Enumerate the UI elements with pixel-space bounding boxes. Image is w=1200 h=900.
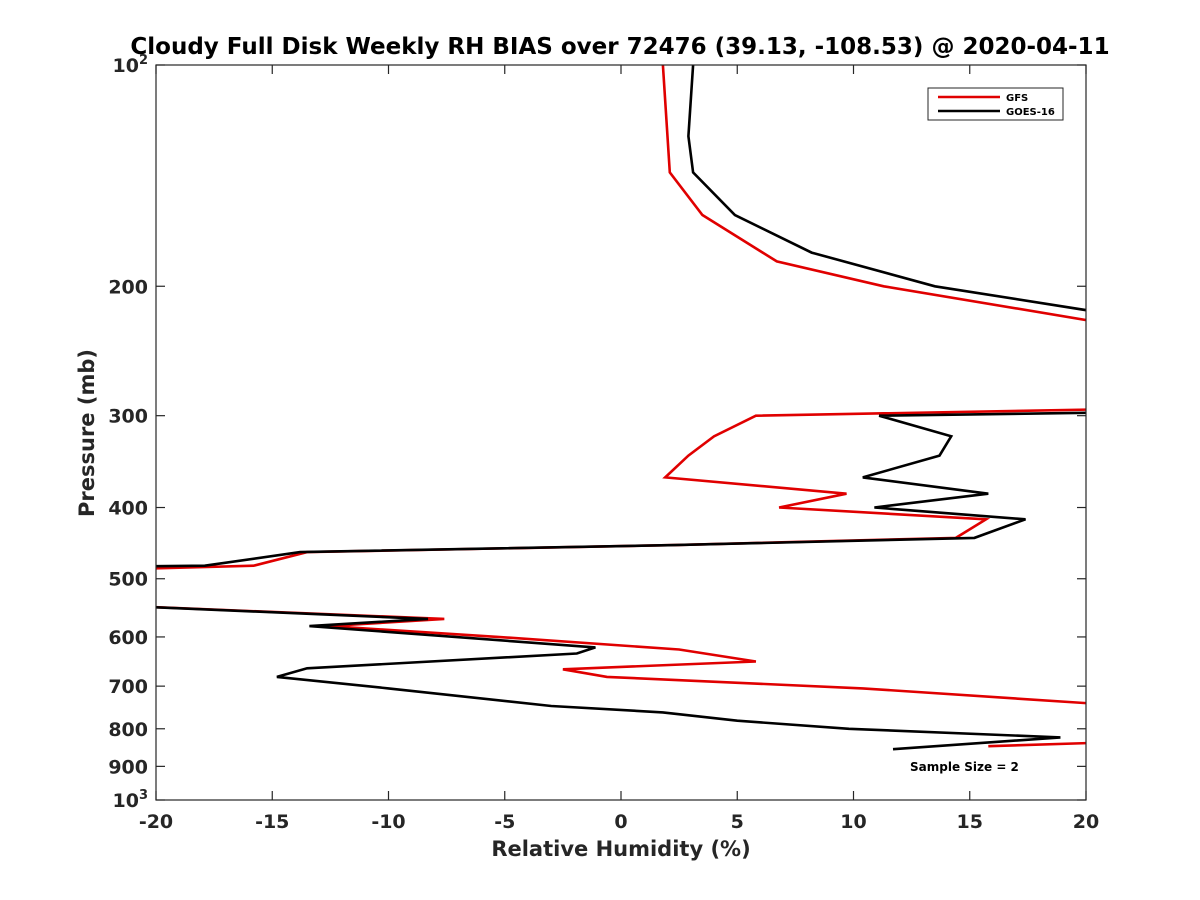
plot-area (156, 65, 1086, 800)
series-gfs-segment-0 (661, 65, 1086, 322)
y-axis: 102 200 300 400 500 600 700 800 900 103 (108, 53, 1086, 812)
x-tick-label: -20 (139, 811, 173, 833)
x-axis: -20 -15 -10 -5 0 5 10 15 20 (139, 65, 1099, 833)
legend-label-goes16: GOES-16 (1006, 107, 1055, 118)
y-tick-label: 800 (108, 719, 148, 741)
legend-label-gfs: GFS (1006, 93, 1028, 104)
legend: GFS GOES-16 (927, 87, 1064, 121)
x-tick-label: 10 (840, 811, 866, 833)
y-tick-label: 400 (108, 498, 148, 520)
y-tick-label: 300 (108, 406, 148, 428)
y-tick-label: 103 (113, 788, 149, 812)
y-axis-label: Pressure (mb) (75, 349, 99, 517)
x-tick-label: -15 (255, 811, 289, 833)
x-tick-label: 5 (731, 811, 744, 833)
y-tick-label: 102 (113, 53, 149, 77)
y-tick-label: 600 (108, 627, 148, 649)
series-gfs-segment-3 (988, 741, 1086, 748)
series-goes16-segment-2 (156, 605, 1061, 751)
legend-box (927, 87, 1064, 121)
chart-title: Cloudy Full Disk Weekly RH BIAS over 724… (130, 34, 1109, 60)
series-goes16-segment-0 (687, 65, 1086, 312)
sample-size-annotation: Sample Size = 2 (910, 760, 1019, 774)
y-tick-label: 500 (108, 569, 148, 591)
x-tick-label: 0 (614, 811, 627, 833)
series-layer (156, 65, 1086, 751)
x-tick-label: -5 (494, 811, 515, 833)
y-tick-label: 900 (108, 756, 148, 778)
y-tick-label: 700 (108, 676, 148, 698)
x-tick-label: -10 (371, 811, 405, 833)
x-axis-label: Relative Humidity (%) (491, 837, 750, 861)
x-tick-label: 15 (957, 811, 983, 833)
x-tick-label: 20 (1073, 811, 1099, 833)
y-tick-label: 200 (108, 276, 148, 298)
series-goes16-segment-1 (156, 411, 1086, 568)
